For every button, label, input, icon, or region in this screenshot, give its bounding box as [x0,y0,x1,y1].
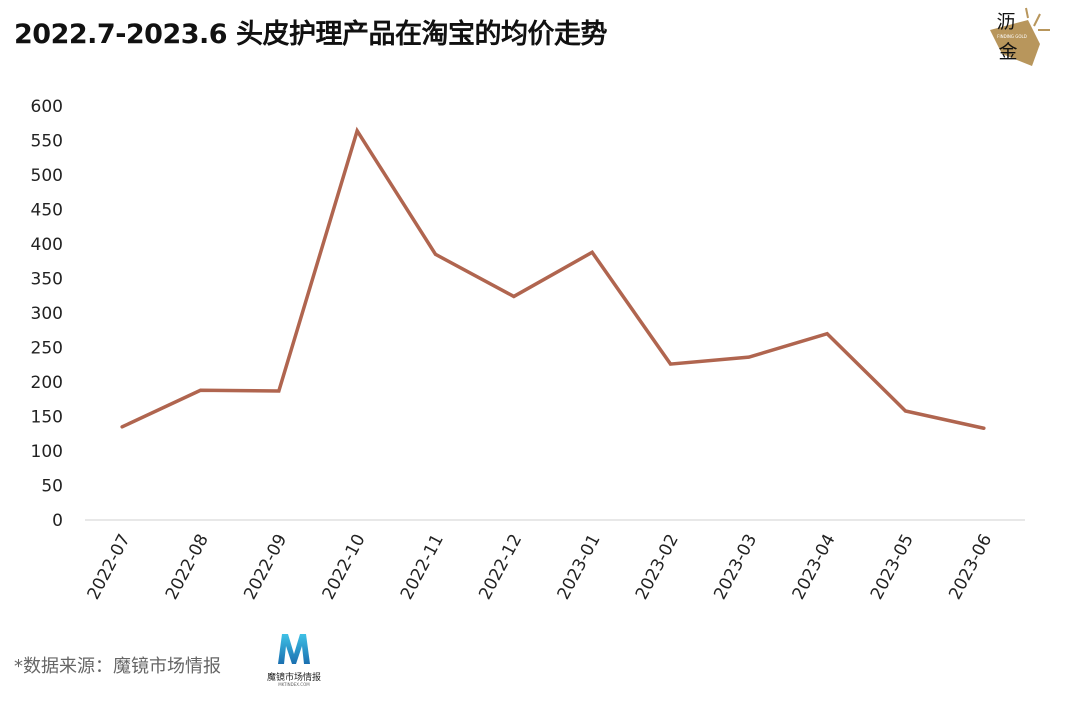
y-tick-label: 50 [41,477,63,497]
data-point [669,362,672,366]
data-point [355,129,359,133]
x-tick-label: 2023-05 [867,531,918,603]
x-tick-label: 2022-09 [240,531,291,603]
data-point [747,355,751,359]
mktindex-logo-icon [278,634,310,664]
y-tick-label: 550 [31,132,63,152]
y-tick-label: 400 [31,235,63,255]
data-point [434,252,437,256]
x-tick-label: 2022-12 [475,531,526,603]
data-point [199,388,202,392]
data-point [590,250,594,254]
y-tick-label: 600 [31,97,63,117]
y-tick-label: 200 [31,373,63,393]
x-tick-label: 2023-01 [554,531,605,603]
y-tick-label: 250 [31,339,63,359]
x-tick-label: 2022-08 [162,531,213,603]
chart-title: 2022.7-2023.6 头皮护理产品在淘宝的均价走势 [14,19,608,50]
mktindex-logo-text: 魔镜市场情报 [266,673,321,683]
data-point [277,389,281,393]
data-point [825,332,829,336]
y-tick-label: 450 [31,201,63,221]
y-tick-label: 100 [31,442,63,462]
y-tick-label: 0 [52,511,63,531]
y-tick-label: 500 [31,166,63,186]
x-tick-label: 2023-06 [945,531,996,603]
x-tick-label: 2023-03 [710,531,761,603]
data-point [904,409,907,413]
data-point [120,425,124,429]
brand-logo: 沥 FINDING GOLD 金 [990,7,1050,66]
x-tick-label: 2022-10 [319,531,370,603]
data-source-note: *数据来源：魔镜市场情报 [14,656,221,677]
data-point [982,426,986,430]
x-tick-label: 2023-02 [632,531,683,603]
x-tick-label: 2022-07 [84,531,135,603]
series-line [120,126,986,430]
data-point [512,294,516,298]
brand-logo-bottom: 金 [998,41,1017,63]
x-tick-label: 2023-04 [789,531,840,603]
brand-logo-top: 沥 [996,11,1015,33]
y-tick-label: 350 [31,270,63,290]
brand-logo-tagline: FINDING GOLD [997,34,1027,39]
y-tick-label: 300 [31,304,63,324]
mktindex-logo-sub: MKTINDEX.COM [278,682,310,687]
x-tick-label: 2022-11 [397,531,448,603]
y-tick-label: 150 [31,408,63,428]
